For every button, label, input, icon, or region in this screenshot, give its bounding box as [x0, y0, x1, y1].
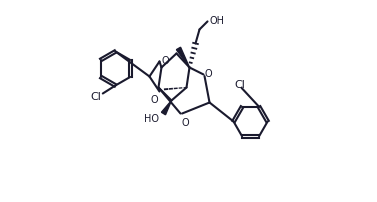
Text: O: O — [204, 68, 212, 79]
Polygon shape — [161, 101, 172, 115]
Text: HO: HO — [144, 113, 159, 123]
Text: O: O — [161, 56, 169, 66]
Text: Cl: Cl — [234, 80, 245, 90]
Text: Cl: Cl — [90, 92, 101, 102]
Polygon shape — [176, 48, 190, 68]
Text: O: O — [151, 95, 158, 105]
Text: OH: OH — [210, 16, 225, 26]
Text: O: O — [181, 117, 189, 127]
